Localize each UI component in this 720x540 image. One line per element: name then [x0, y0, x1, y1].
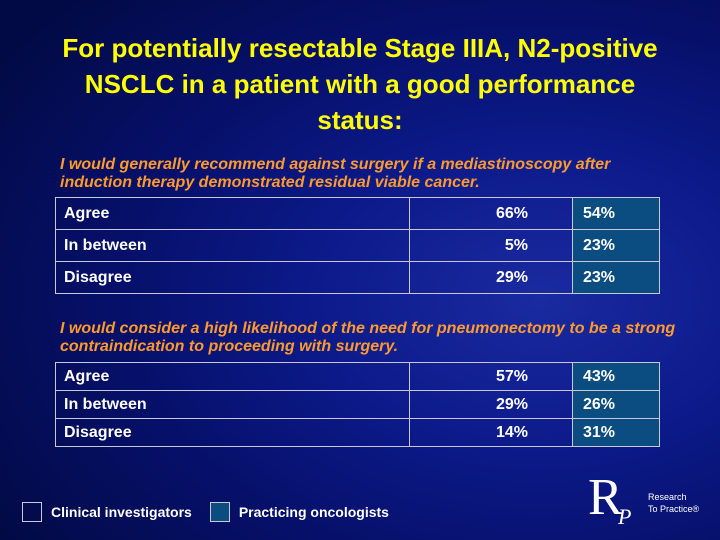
practicing-value: 23% [572, 261, 660, 294]
clinical-value: 57% [409, 362, 573, 391]
practicing-swatch [209, 502, 230, 522]
table-row: In between 29% 26% [55, 390, 660, 419]
clinical-value: 29% [409, 390, 573, 419]
clinical-value: 5% [409, 229, 573, 262]
row-label: Disagree [55, 261, 410, 294]
table-row: Disagree 14% 31% [55, 418, 660, 447]
clinical-value: 14% [409, 418, 573, 447]
practicing-value: 26% [572, 390, 660, 419]
row-label: Agree [55, 362, 410, 391]
clinical-value: 29% [409, 261, 573, 294]
table-row: Agree 66% 54% [55, 197, 660, 230]
slide-title: For potentially resectable Stage IIIA, N… [62, 33, 658, 135]
row-label: In between [55, 229, 410, 262]
question-1-text: I would generally recommend against surg… [60, 156, 611, 191]
logo-letter-p: P [618, 504, 632, 529]
question-2-table: Agree 57% 43% In between 29% 26% Disagre… [55, 362, 660, 447]
table-row: Disagree 29% 23% [55, 261, 660, 294]
practicing-value: 23% [572, 229, 660, 262]
question-1-table: Agree 66% 54% In between 5% 23% Disagree… [55, 197, 660, 294]
clinical-value: 66% [409, 197, 573, 230]
logo-letter-r: R [588, 469, 623, 526]
row-label: Agree [55, 197, 410, 230]
question-2-text: I would consider a high likelihood of th… [60, 320, 676, 355]
clinical-swatch [22, 502, 42, 522]
logo-line-2: To Practice® [648, 504, 700, 514]
practicing-value: 31% [572, 418, 660, 447]
legend-practicing-label: Practicing oncologists [238, 504, 389, 520]
row-label: In between [55, 390, 410, 419]
practicing-value: 43% [572, 362, 660, 391]
practicing-value: 54% [572, 197, 660, 230]
row-label: Disagree [55, 418, 410, 447]
table-row: Agree 57% 43% [55, 362, 660, 391]
legend-clinical-label: Clinical investigators [51, 504, 192, 520]
table-row: In between 5% 23% [55, 229, 660, 262]
research-to-practice-logo: R P Research To Practice® [588, 469, 708, 534]
legend: Clinical investigators Practicing oncolo… [22, 500, 389, 524]
logo-line-1: Research [648, 492, 687, 502]
